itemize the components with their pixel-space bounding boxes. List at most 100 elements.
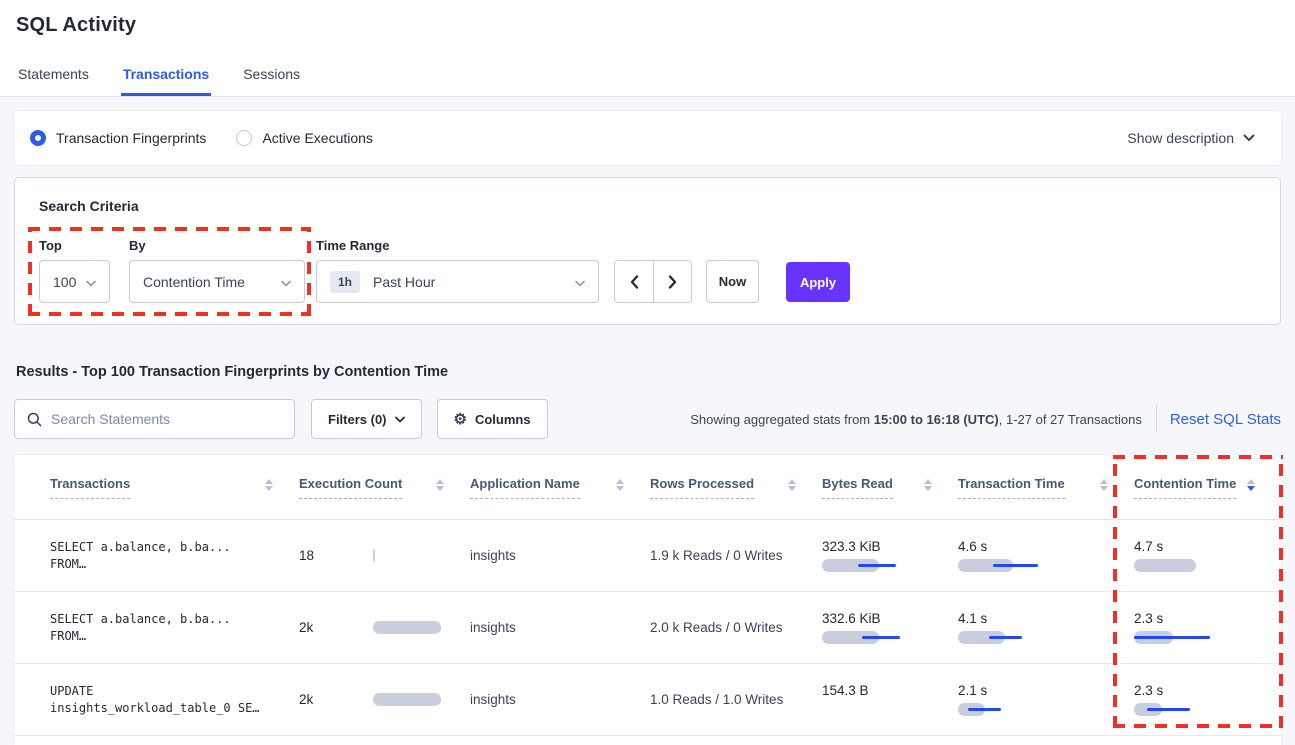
radio-selected-icon	[30, 130, 46, 146]
chevron-down-icon	[86, 274, 96, 290]
contention-time-bar	[1134, 703, 1224, 716]
reset-sql-stats-link[interactable]: Reset SQL Stats	[1169, 410, 1281, 428]
filters-button[interactable]: Filters (0)	[311, 399, 422, 439]
sort-icon[interactable]	[265, 479, 273, 491]
contention-time-bar	[1134, 631, 1224, 644]
tab-sessions[interactable]: Sessions	[243, 66, 301, 82]
tab-bar: Statements Transactions Sessions	[16, 66, 302, 96]
bytes-read-bar	[822, 631, 912, 644]
contention-time-cell: 4.7 s	[1134, 539, 1281, 572]
view-toggle-bar: Transaction Fingerprints Active Executio…	[14, 111, 1281, 165]
top-label: Top	[39, 238, 62, 253]
execution-count-cell: 2k	[299, 620, 470, 635]
transaction-fingerprint-link[interactable]: SELECT a.balance, b.ba... FROM…	[50, 540, 231, 571]
search-criteria-title: Search Criteria	[39, 198, 139, 214]
contention-time-cell: 2.3 s	[1134, 611, 1281, 644]
results-controls: Filters (0) ⚙ Columns Showing aggregated…	[14, 399, 1281, 439]
page-title: SQL Activity	[16, 14, 137, 36]
table-row: SELECT a.balance, b.ba... FROM… 2k insig…	[14, 592, 1281, 664]
chevron-right-icon	[668, 274, 677, 289]
application-name-cell: insights	[470, 692, 516, 707]
column-header-execution-count[interactable]: Execution Count	[299, 476, 470, 499]
time-range-badge: 1h	[330, 270, 361, 293]
top-select-value: 100	[53, 273, 77, 290]
top-control: Top 100	[39, 238, 110, 303]
column-header-transaction-time[interactable]: Transaction Time	[958, 476, 1134, 499]
sort-icon[interactable]	[616, 479, 624, 491]
transaction-fingerprint-link[interactable]: SELECT a.balance, b.ba... FROM…	[50, 612, 231, 643]
search-statements-box	[14, 399, 295, 439]
chevron-down-icon	[394, 416, 405, 422]
column-header-transactions[interactable]: Transactions	[50, 476, 299, 499]
bytes-read-bar	[822, 559, 912, 572]
execution-count-cell: 2k	[299, 692, 470, 707]
now-button[interactable]: Now	[706, 260, 759, 303]
execution-count-bar	[373, 693, 463, 706]
show-description-label: Show description	[1127, 130, 1234, 146]
gear-icon: ⚙	[453, 410, 467, 428]
sort-icon[interactable]	[924, 479, 932, 491]
table-row: UPDATE insights_workload_table_0 SE… 2k …	[14, 664, 1281, 736]
filters-label: Filters (0)	[328, 411, 387, 427]
columns-label: Columns	[474, 411, 531, 427]
bytes-read-cell: 323.3 KiB	[822, 539, 958, 572]
column-header-application-name[interactable]: Application Name	[470, 476, 650, 499]
aggregated-stats-text: Showing aggregated stats from 15:00 to 1…	[690, 411, 1142, 427]
vertical-divider	[1155, 405, 1157, 433]
transaction-time-cell: 4.6 s	[958, 539, 1134, 572]
radio-label: Active Executions	[262, 130, 373, 146]
search-criteria-panel: Search Criteria Top 100 By Contention Ti…	[14, 177, 1281, 325]
search-statements-input[interactable]	[51, 411, 282, 427]
contention-time-bar	[1134, 559, 1224, 572]
by-select[interactable]: Contention Time	[129, 260, 305, 303]
radio-unselected-icon	[236, 130, 253, 146]
time-range-select[interactable]: 1h Past Hour	[316, 260, 599, 303]
columns-button[interactable]: ⚙ Columns	[436, 399, 548, 439]
column-header-rows-processed[interactable]: Rows Processed	[650, 476, 822, 499]
radio-transaction-fingerprints[interactable]: Transaction Fingerprints	[30, 130, 206, 146]
chevron-down-icon	[575, 274, 585, 290]
transaction-fingerprint-link[interactable]: UPDATE insights_workload_table_0 SE…	[50, 684, 260, 715]
transaction-time-cell: 4.1 s	[958, 611, 1134, 644]
sort-icon-active-desc[interactable]	[1247, 479, 1255, 491]
transaction-time-cell: 2.1 s	[958, 683, 1134, 716]
transactions-table: Transactions Execution Count Application…	[14, 455, 1281, 745]
tab-transactions[interactable]: Transactions	[120, 66, 212, 96]
radio-label: Transaction Fingerprints	[56, 130, 207, 146]
rows-processed-cell: 2.0 k Reads / 0 Writes	[650, 620, 783, 635]
page-header: SQL Activity Statements Transactions Ses…	[0, 0, 1295, 97]
show-description-toggle[interactable]: Show description	[1127, 130, 1265, 146]
next-time-button[interactable]	[653, 261, 691, 302]
search-icon	[27, 412, 42, 426]
application-name-cell: insights	[470, 620, 516, 635]
transaction-time-bar	[958, 703, 1048, 716]
time-range-control: Time Range 1h Past Hour	[316, 238, 599, 303]
execution-count-cell: 18	[299, 548, 470, 563]
results-title: Results - Top 100 Transaction Fingerprin…	[16, 364, 449, 380]
chevron-left-icon	[630, 274, 638, 289]
tab-statements[interactable]: Statements	[18, 66, 89, 82]
by-control: By Contention Time	[129, 238, 305, 303]
apply-button[interactable]: Apply	[786, 262, 850, 302]
table-row: SELECT a.balance, b.ba... FROM… 18 insig…	[14, 520, 1281, 592]
sort-icon[interactable]	[436, 479, 444, 491]
by-label: By	[129, 238, 146, 253]
chevron-down-icon	[281, 274, 291, 290]
time-nav-group	[614, 260, 692, 303]
prev-time-button[interactable]	[615, 261, 653, 302]
chevron-down-icon	[1243, 134, 1255, 141]
contention-time-cell: 2.3 s	[1134, 683, 1281, 716]
sort-icon[interactable]	[1100, 479, 1108, 491]
bytes-read-cell: 154.3 B	[822, 683, 958, 716]
top-select[interactable]: 100	[39, 260, 110, 303]
column-header-bytes-read[interactable]: Bytes Read	[822, 476, 958, 499]
rows-processed-cell: 1.9 k Reads / 0 Writes	[650, 548, 783, 563]
column-header-contention-time[interactable]: Contention Time	[1134, 476, 1281, 499]
by-select-value: Contention Time	[143, 273, 245, 290]
radio-active-executions[interactable]: Active Executions	[236, 130, 373, 146]
rows-processed-cell: 1.0 Reads / 1.0 Writes	[650, 692, 784, 707]
table-header-row: Transactions Execution Count Application…	[14, 455, 1281, 520]
time-range-value: Past Hour	[373, 273, 436, 290]
sort-icon[interactable]	[788, 479, 796, 491]
bytes-read-cell: 332.6 KiB	[822, 611, 958, 644]
